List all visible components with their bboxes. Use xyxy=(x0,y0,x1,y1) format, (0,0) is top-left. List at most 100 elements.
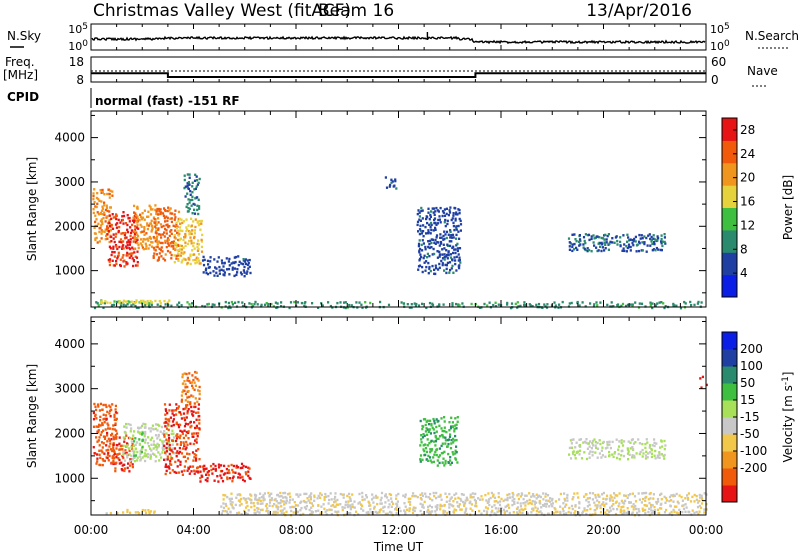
velocity-cell xyxy=(440,444,443,448)
velocity-cell xyxy=(631,454,634,457)
power-cell xyxy=(160,255,163,258)
power-cell xyxy=(122,222,125,225)
velocity-cell xyxy=(156,437,159,440)
power-cell xyxy=(447,233,450,236)
velocity-cell xyxy=(684,510,687,513)
power-cell xyxy=(175,226,178,230)
velocity-region xyxy=(105,508,156,515)
power-cell xyxy=(452,236,455,239)
power-cell xyxy=(133,247,136,250)
velocity-cell xyxy=(328,498,331,502)
power-cell xyxy=(444,233,447,236)
power-cell xyxy=(163,207,166,210)
velocity-cell xyxy=(99,402,102,406)
velocity-cell xyxy=(184,422,187,425)
velocity-cell xyxy=(198,422,201,425)
velocity-cell xyxy=(376,496,379,499)
power-cell xyxy=(218,269,221,272)
velocity-cell xyxy=(349,506,352,509)
velocity-cell xyxy=(502,508,506,511)
power-cell xyxy=(234,260,237,264)
velocity-cell xyxy=(151,424,154,427)
velocity-cell xyxy=(434,450,437,454)
velocity-cell xyxy=(140,450,143,454)
velocity-cell xyxy=(192,405,196,409)
velocity-cell xyxy=(651,504,654,507)
velocity-cell xyxy=(353,500,356,503)
velocity-cell xyxy=(599,442,602,446)
velocity-cell xyxy=(134,454,137,457)
velocity-cell xyxy=(639,450,642,454)
power-cell xyxy=(149,299,152,303)
power-cell xyxy=(194,262,197,265)
velocity-cell xyxy=(337,503,340,506)
velocity-cell xyxy=(399,509,402,513)
velocity-cell xyxy=(458,503,461,506)
power-cell xyxy=(133,229,136,232)
velocity-cell xyxy=(110,408,113,412)
power-cell xyxy=(166,209,169,213)
velocity-cell xyxy=(187,408,190,411)
velocity-cell xyxy=(427,505,430,509)
velocity-cell xyxy=(172,418,175,421)
velocity-cell xyxy=(438,454,441,457)
velocity-cell xyxy=(95,425,98,428)
power-cell xyxy=(130,304,133,307)
power-cell xyxy=(124,304,127,307)
velocity-cell xyxy=(164,453,167,456)
power-cell xyxy=(137,306,140,310)
power-cell xyxy=(605,241,608,244)
velocity-cell xyxy=(438,435,442,438)
velocity-cell xyxy=(669,504,672,507)
velocity-cell xyxy=(171,457,174,460)
velocity-cell xyxy=(179,434,182,437)
velocity-cell xyxy=(664,501,667,504)
velocity-cell xyxy=(97,429,100,432)
velocity-cell xyxy=(547,499,550,502)
power-cell xyxy=(431,264,434,268)
velocity-cell xyxy=(96,457,99,460)
velocity-cell xyxy=(131,442,134,446)
velocity-cell xyxy=(494,507,497,510)
velocity-cell xyxy=(120,461,123,464)
velocity-cell xyxy=(446,511,449,515)
velocity-cell xyxy=(179,450,182,454)
power-cell xyxy=(227,306,230,310)
velocity-cell xyxy=(311,511,314,514)
power-cell xyxy=(579,243,582,246)
velocity-cell xyxy=(118,458,121,462)
velocity-cell xyxy=(613,451,617,454)
velocity-cell xyxy=(569,511,573,515)
velocity-cell xyxy=(530,502,533,506)
power-cell xyxy=(427,272,430,275)
velocity-cell xyxy=(577,511,580,514)
power-cell xyxy=(130,231,133,235)
velocity-cell xyxy=(524,504,527,507)
power-cell xyxy=(599,301,602,304)
power-cell xyxy=(118,245,121,249)
velocity-cell xyxy=(699,377,702,380)
velocity-cell xyxy=(285,502,288,505)
power-cell xyxy=(656,302,659,305)
velocity-cell xyxy=(627,450,630,453)
velocity-cell xyxy=(274,510,277,514)
velocity-cell xyxy=(555,511,558,514)
power-cell xyxy=(175,221,178,224)
power-cell xyxy=(166,237,169,240)
velocity-cell xyxy=(436,506,439,509)
power-cell xyxy=(355,301,358,304)
velocity-cell xyxy=(622,511,626,515)
power-cell xyxy=(146,224,149,227)
power-cell xyxy=(108,210,111,213)
power-cell xyxy=(230,300,233,304)
power-cell xyxy=(104,220,107,223)
velocity-cell xyxy=(139,452,142,455)
power-cell xyxy=(107,188,111,191)
power-cell xyxy=(136,250,139,253)
velocity-cell xyxy=(533,495,536,498)
velocity-cell xyxy=(190,424,193,428)
power-cell xyxy=(596,235,599,238)
power-cell xyxy=(129,238,132,241)
power-cell xyxy=(154,225,157,228)
power-cell xyxy=(227,260,230,263)
